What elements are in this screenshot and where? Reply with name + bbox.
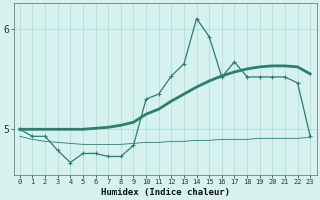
X-axis label: Humidex (Indice chaleur): Humidex (Indice chaleur) [100, 188, 229, 197]
